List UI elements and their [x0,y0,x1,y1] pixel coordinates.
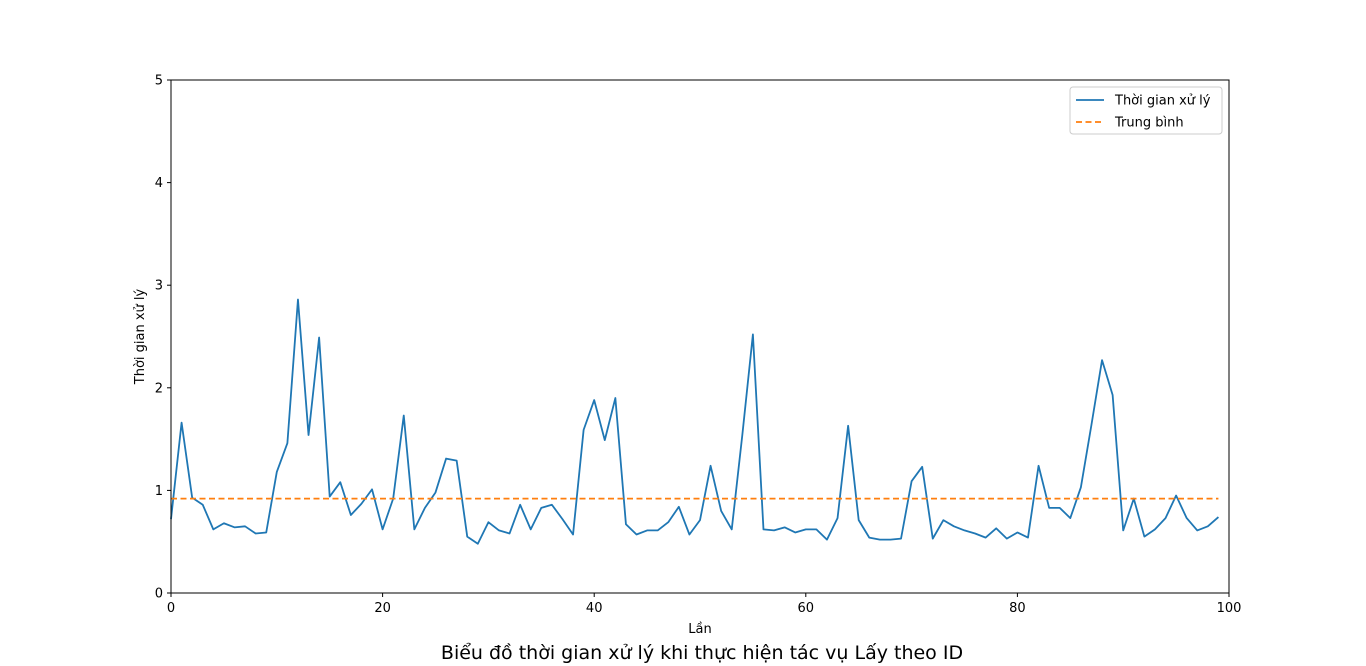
y-tick-label: 3 [155,279,163,294]
x-tick-label: 0 [167,601,175,616]
y-tick-label: 5 [155,74,163,89]
axes: 0 20 40 60 80 100 0 1 2 3 4 5 [155,74,1242,617]
chart-title: Biểu đồ thời gian xử lý khi thực hiện tá… [441,642,963,664]
y-tick-label: 0 [155,587,163,602]
y-axis-label: Thời gian xử lý [133,288,148,385]
series-line-0 [170,298,1220,545]
plot-area [170,298,1220,545]
x-tick-label: 20 [374,601,391,616]
x-tick-label: 60 [798,601,815,616]
legend-box [1069,86,1223,135]
x-tick-label: 40 [586,601,603,616]
y-tick-label: 4 [155,176,163,191]
axes-frame [170,79,1230,594]
x-axis-label: Lần [688,622,711,637]
y-tick-label: 2 [155,381,163,396]
x-tick-label: 100 [1217,601,1242,616]
legend-label-0: Thời gian xử lý [1114,94,1211,109]
y-tick-label: 1 [155,484,163,499]
legend-label-1: Trung bình [1114,116,1184,131]
x-tick-label: 80 [1009,601,1026,616]
legend: Thời gian xử lý Trung bình [1069,86,1223,135]
